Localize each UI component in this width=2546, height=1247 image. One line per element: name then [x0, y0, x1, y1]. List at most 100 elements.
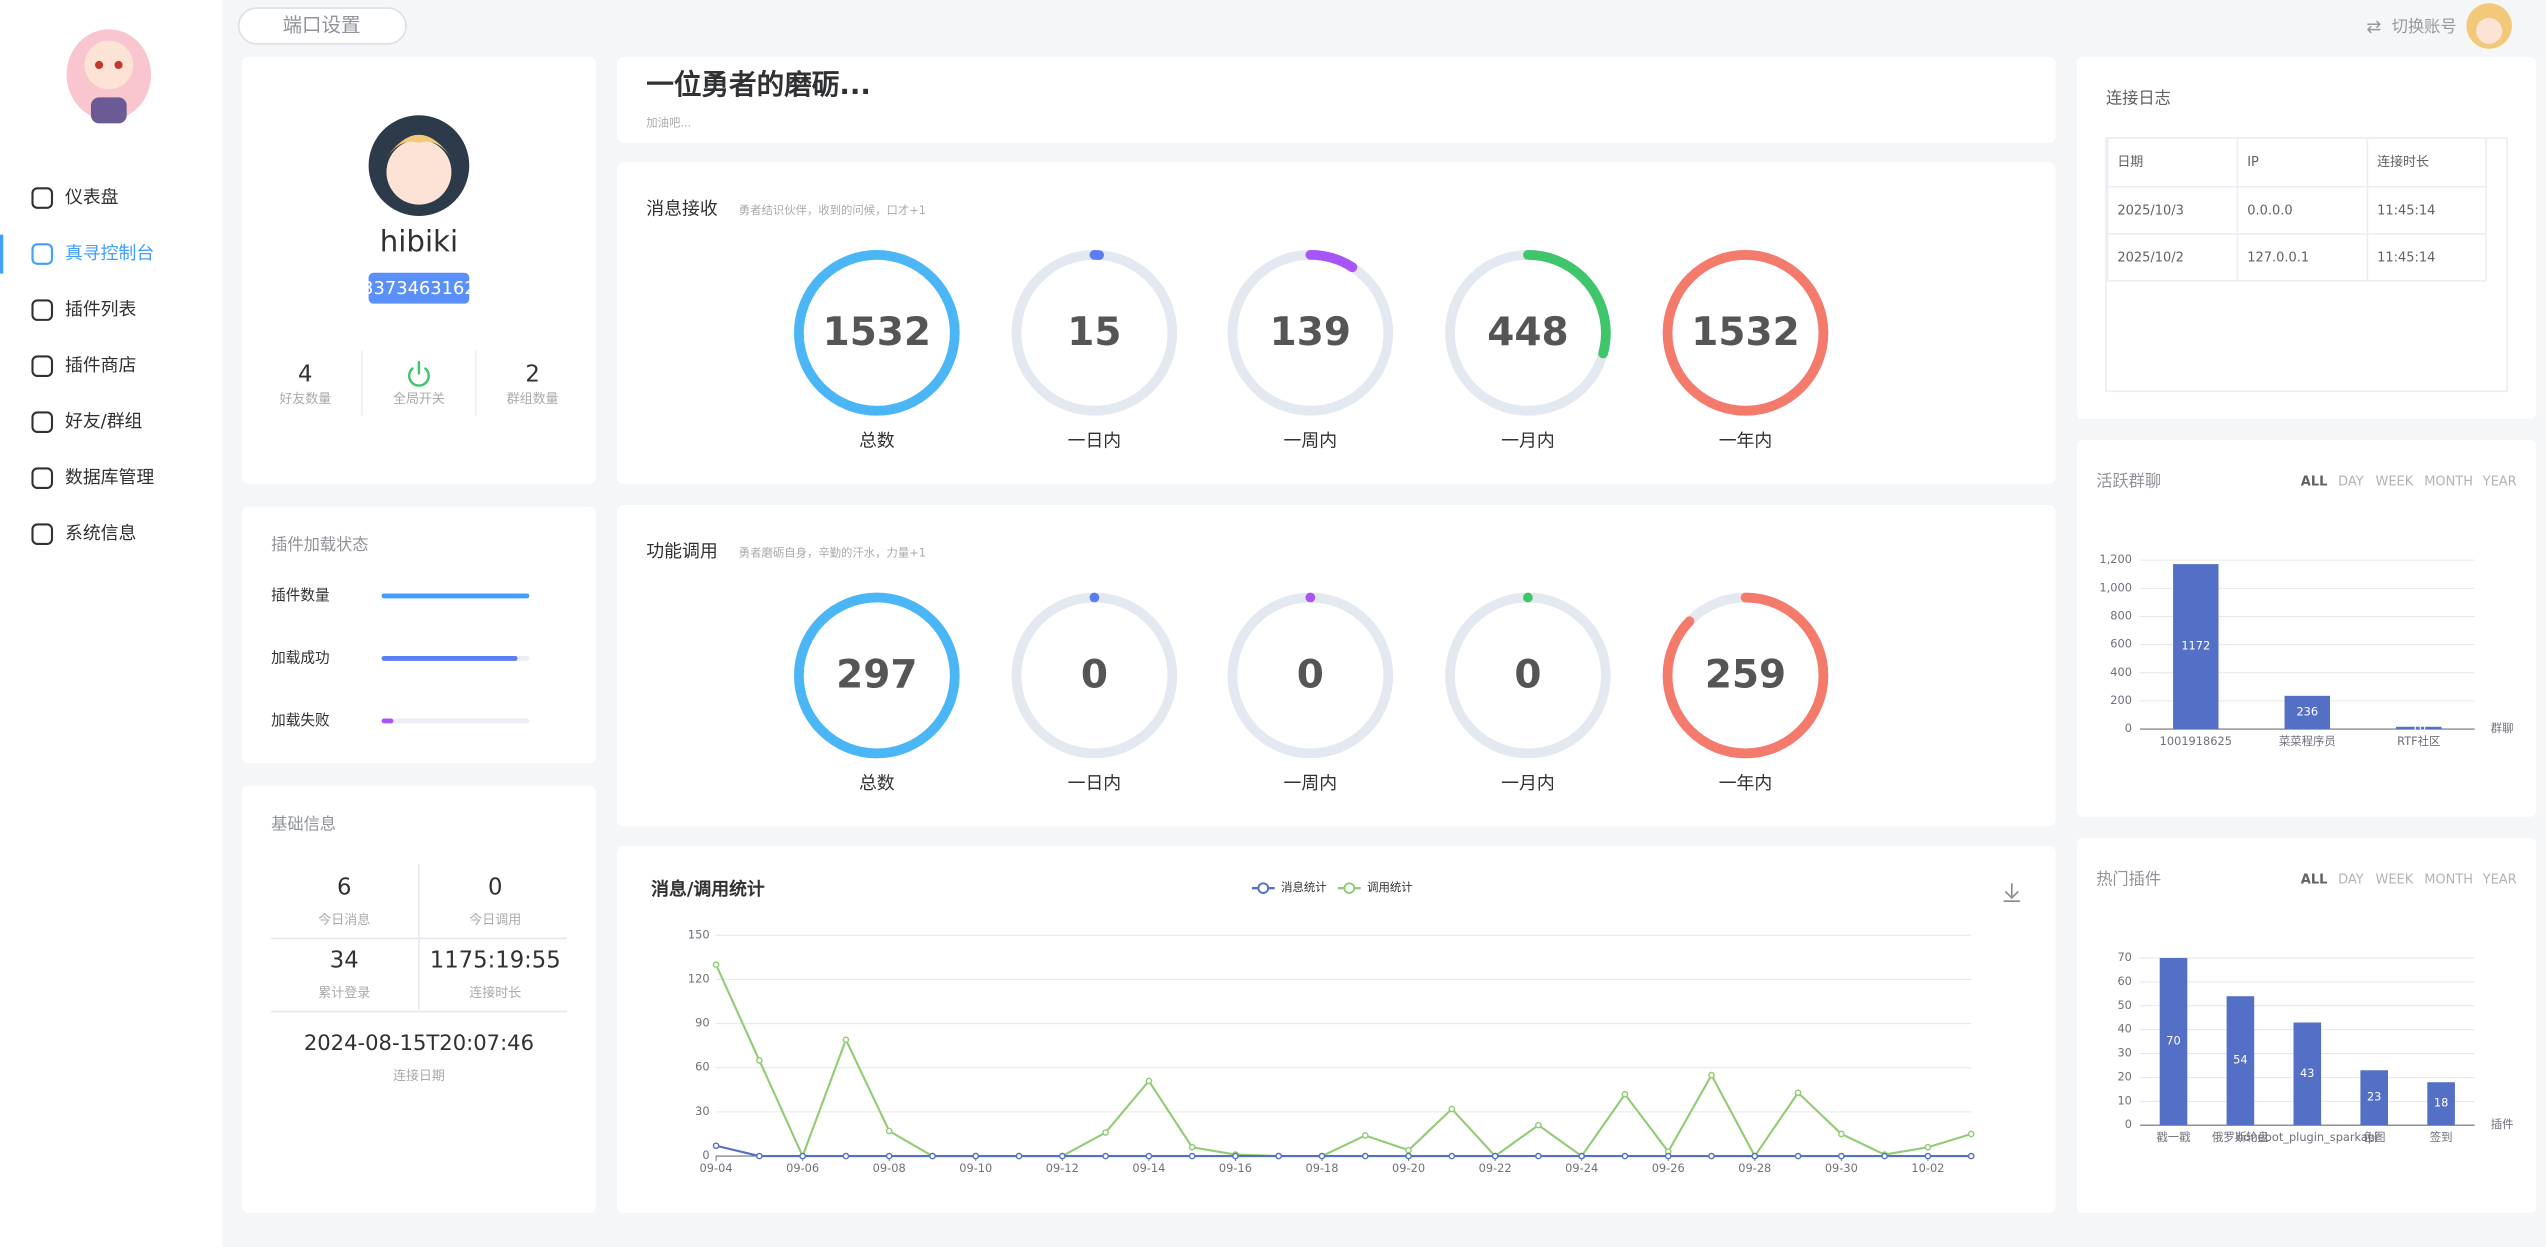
- data-point: [1405, 1152, 1412, 1160]
- x-tick-label: 09-16: [1219, 1161, 1252, 1175]
- y-tick-label: 150: [688, 927, 710, 941]
- ring-value: 0: [1297, 653, 1324, 698]
- menu-item[interactable]: 真寻控制台: [65, 243, 154, 264]
- info-value: 0: [488, 875, 502, 901]
- bar-value-label: 18: [2434, 1096, 2448, 1110]
- section-title: 消息接收: [646, 198, 718, 219]
- menu-item[interactable]: 好友/群组: [65, 411, 143, 432]
- power-icon[interactable]: [408, 360, 430, 387]
- data-point: [1318, 1152, 1326, 1160]
- x-tick-label: 1001918625: [2160, 734, 2232, 748]
- data-point: [1751, 1152, 1759, 1160]
- ring-label: 一周内: [1284, 773, 1338, 794]
- menu-icon[interactable]: [31, 411, 54, 433]
- period-tab[interactable]: ALL: [2301, 873, 2328, 888]
- menu-item[interactable]: 插件列表: [65, 299, 137, 320]
- data-point: [885, 1152, 893, 1160]
- legend-marker[interactable]: [1343, 882, 1356, 895]
- data-point: [1621, 1152, 1629, 1160]
- chart-title: 活跃群聊: [2096, 472, 2161, 491]
- data-point: [756, 1152, 763, 1160]
- period-tab[interactable]: DAY: [2338, 873, 2364, 888]
- bar: [2159, 957, 2188, 1126]
- menu-icon[interactable]: [31, 299, 54, 321]
- legend-marker[interactable]: [1257, 882, 1270, 895]
- ring-label: 一月内: [1501, 773, 1555, 794]
- y-tick-label: 0: [2125, 721, 2132, 735]
- bar: [2173, 564, 2219, 730]
- logo: [66, 29, 152, 124]
- y-tick-label: 120: [688, 971, 710, 985]
- switch-icon[interactable]: ⇄: [2366, 17, 2381, 38]
- bar: [2293, 1022, 2322, 1126]
- menu-item[interactable]: 仪表盘: [65, 187, 119, 208]
- info-value: 1175:19:55: [430, 948, 561, 974]
- period-tab[interactable]: DAY: [2338, 475, 2364, 490]
- data-point: [1058, 1152, 1066, 1160]
- card-title: 连接日志: [2106, 89, 2171, 108]
- menu-icon[interactable]: [31, 523, 54, 545]
- menu-icon[interactable]: [31, 187, 54, 209]
- period-tab[interactable]: MONTH: [2424, 873, 2473, 888]
- ring-progress: [1445, 250, 1611, 416]
- info-value: 34: [330, 948, 359, 974]
- port-button-label[interactable]: 端口设置: [283, 13, 361, 36]
- ring-progress: [1227, 250, 1394, 416]
- x-tick-label: 09-28: [1738, 1161, 1771, 1175]
- menu-item[interactable]: 数据库管理: [65, 467, 154, 488]
- menu-item[interactable]: 系统信息: [65, 523, 136, 544]
- menu-icon[interactable]: [31, 243, 54, 265]
- x-axis-name: 群聊: [2491, 721, 2514, 735]
- profile-avatar-hair: [383, 134, 455, 163]
- bar: [2360, 1070, 2388, 1126]
- data-point: [842, 1036, 850, 1044]
- banner-card: [617, 56, 2056, 143]
- period-tab[interactable]: YEAR: [2482, 475, 2517, 490]
- period-tab[interactable]: WEEK: [2375, 475, 2413, 490]
- log-card: [2076, 56, 2537, 419]
- banner-subtitle: 加油吧...: [646, 115, 691, 129]
- y-tick-label: 600: [2110, 637, 2132, 651]
- download-icon[interactable]: [2003, 883, 2020, 902]
- ring-value: 1532: [1691, 310, 1799, 355]
- ring-progress: [1662, 592, 1829, 759]
- period-tab[interactable]: ALL: [2301, 475, 2328, 490]
- data-point: [972, 1152, 980, 1160]
- card-title: 基础信息: [271, 814, 336, 833]
- menu-icon[interactable]: [31, 467, 54, 489]
- menu-item[interactable]: 插件商店: [65, 355, 136, 376]
- y-tick-label: 200: [2110, 693, 2132, 707]
- info-label: 累计登录: [318, 986, 370, 1001]
- data-point: [756, 1057, 763, 1064]
- data-point: [1881, 1152, 1888, 1160]
- info-label: 连接时长: [469, 985, 521, 1001]
- x-tick-label: 09-30: [1825, 1161, 1858, 1175]
- table-header: [2106, 137, 2487, 188]
- table-cell: 2025/10/2: [2117, 251, 2184, 266]
- progress-bar: [381, 655, 518, 661]
- info-grid: [271, 863, 567, 1013]
- legend-label[interactable]: 消息统计: [1281, 880, 1326, 894]
- data-point: [1708, 1071, 1715, 1079]
- data-point: [885, 1127, 893, 1135]
- x-tick-label: 09-24: [1565, 1161, 1598, 1175]
- menu-icon[interactable]: [31, 355, 54, 377]
- progress-bar: [381, 593, 530, 599]
- port-button[interactable]: [237, 7, 407, 45]
- y-tick-label: 400: [2110, 665, 2132, 679]
- x-tick-label: 09-06: [786, 1161, 819, 1175]
- x-tick-label: 09-18: [1305, 1161, 1338, 1175]
- ring-progress: [1011, 250, 1178, 416]
- switch-account[interactable]: 切换账号: [2392, 17, 2457, 36]
- period-tab[interactable]: MONTH: [2424, 475, 2473, 490]
- plugin-status-card: [241, 506, 596, 764]
- y-tick-label: 60: [695, 1060, 709, 1074]
- period-tab[interactable]: YEAR: [2482, 873, 2517, 888]
- period-tab[interactable]: WEEK: [2375, 873, 2413, 888]
- ring-progress: [1445, 592, 1611, 759]
- x-tick-label: 菜菜程序员: [2279, 734, 2336, 748]
- legend-label[interactable]: 调用统计: [1367, 880, 1412, 894]
- status-label: 加载成功: [271, 649, 329, 666]
- data-point: [842, 1152, 850, 1160]
